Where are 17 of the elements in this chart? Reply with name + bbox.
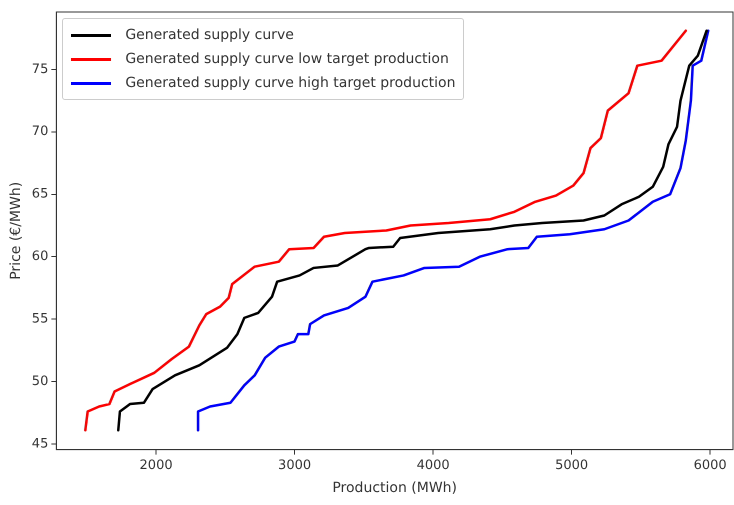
legend-label: Generated supply curve	[125, 26, 294, 45]
y-tick-label: 45	[32, 436, 48, 452]
x-axis-title: Production (MWh)	[332, 480, 457, 496]
x-tick-label: 2000	[140, 458, 173, 473]
y-tick-label: 70	[32, 124, 48, 140]
y-tick-label: 60	[32, 249, 48, 264]
x-tick-label: 3000	[278, 458, 312, 473]
x-tick-label: 4000	[416, 458, 450, 473]
x-tick-label: 6000	[694, 458, 727, 473]
x-tick-label: 5000	[555, 458, 588, 473]
legend-label: Generated supply curve high target production	[125, 74, 456, 93]
legend-label: Generated supply curve low target production	[125, 50, 449, 69]
y-tick-label: 65	[32, 186, 48, 202]
y-tick-label: 50	[32, 374, 48, 389]
y-tick-label: 75	[32, 62, 48, 77]
y-axis-title: Price (€/MWh)	[8, 182, 24, 280]
y-tick-label: 55	[32, 312, 48, 327]
